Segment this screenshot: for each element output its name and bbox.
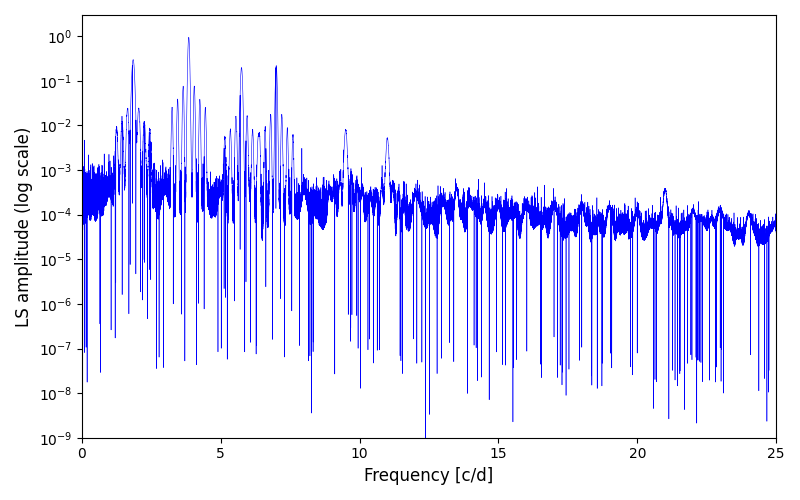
Y-axis label: LS amplitude (log scale): LS amplitude (log scale): [15, 126, 33, 326]
X-axis label: Frequency [c/d]: Frequency [c/d]: [364, 467, 494, 485]
